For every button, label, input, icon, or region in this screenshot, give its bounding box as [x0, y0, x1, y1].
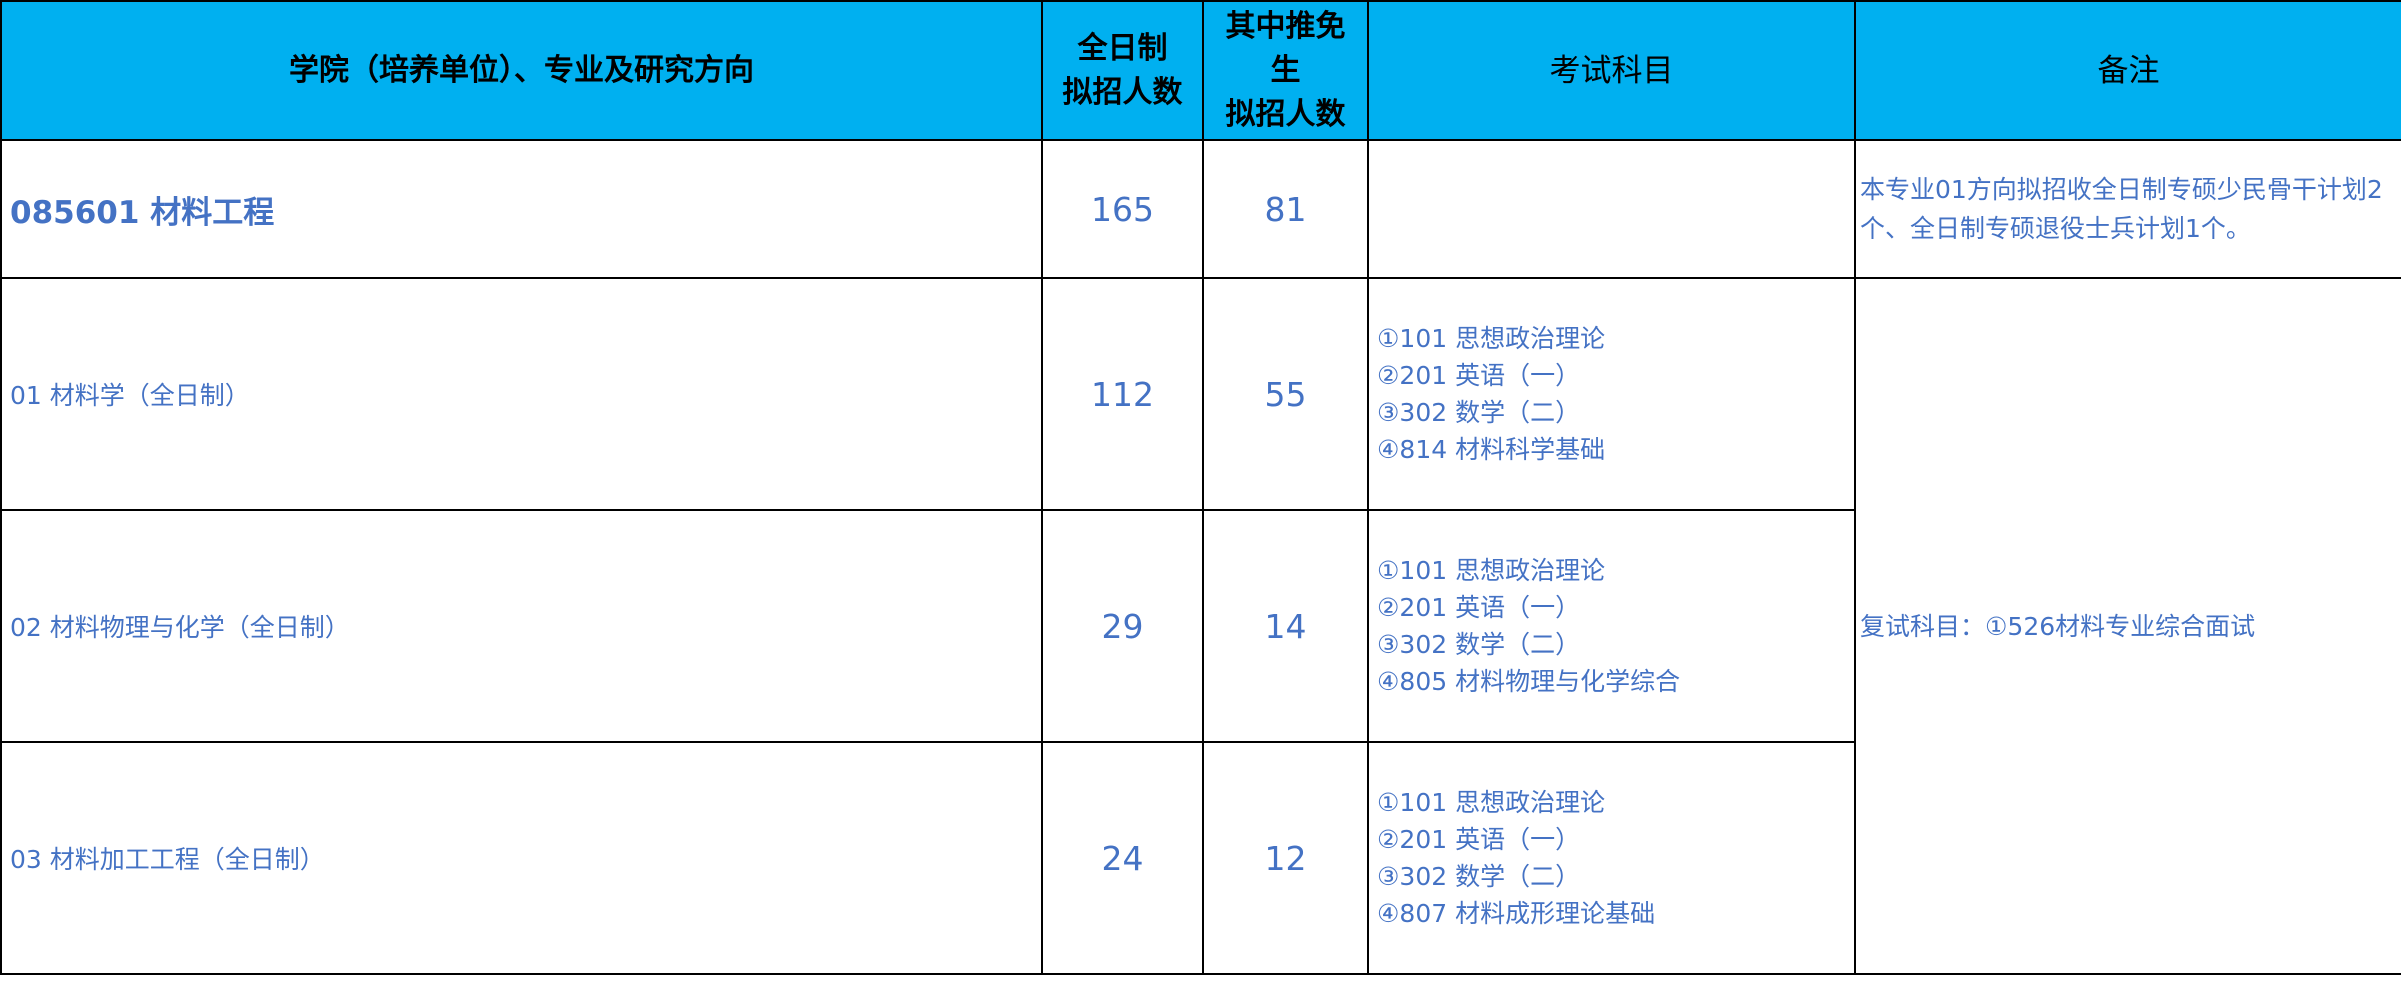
direction-name: 03 材料加工工程（全日制）: [0, 741, 1043, 975]
full-time-count: 24: [1041, 741, 1204, 975]
header-text: 拟招人数: [1225, 96, 1346, 132]
exam-subject: ②201 英语（一）: [1377, 361, 1581, 390]
direction-row: 01 材料学（全日制） 112 55 ①101 思想政治理论 ②201 英语（一…: [0, 277, 2401, 975]
exam-subject: ②201 英语（一）: [1377, 593, 1581, 622]
major-name: 085601 材料工程: [0, 139, 1043, 279]
exempt-count: 55: [1202, 277, 1369, 511]
full-time-count: 112: [1041, 277, 1204, 511]
major-row: 085601 材料工程 165 81 本专业01方向拟招收全日制专硕少民骨干计划…: [0, 139, 2401, 279]
exempt-count: 14: [1202, 509, 1369, 743]
exam-subject: ③302 数学（二）: [1377, 398, 1581, 427]
exam-subject: ②201 英语（一）: [1377, 825, 1581, 854]
header-text: 其中推免: [1225, 8, 1346, 44]
header-row: 学院（培养单位）、专业及研究方向 全日制 拟招人数 其中推免生拟招人数 考试科目 …: [0, 0, 2401, 141]
retest-note: 复试科目：①526材料专业综合面试: [1854, 277, 2401, 975]
direction-name: 02 材料物理与化学（全日制）: [0, 509, 1043, 743]
header-text: 生: [1270, 52, 1301, 88]
major-note: 本专业01方向拟招收全日制专硕少民骨干计划2个、全日制专硕退役士兵计划1个。: [1854, 139, 2401, 279]
exam-subjects: ①101 思想政治理论 ②201 英语（一） ③302 数学（二） ④805 材…: [1367, 509, 1856, 743]
header-exempt: 其中推免生拟招人数: [1202, 0, 1369, 141]
exam-cell: [1367, 139, 1856, 279]
exam-subject: ④807 材料成形理论基础: [1377, 899, 1656, 928]
header-full-time: 全日制 拟招人数: [1041, 0, 1204, 141]
exam-subject: ①101 思想政治理论: [1377, 324, 1606, 353]
exam-subject: ①101 思想政治理论: [1377, 788, 1606, 817]
header-note: 备注: [1854, 0, 2401, 141]
exempt-count: 12: [1202, 741, 1369, 975]
direction-row: 03 材料加工工程（全日制） 24 12 ①101 思想政治理论 ②201 英语…: [0, 741, 2401, 975]
exam-subject: ③302 数学（二）: [1377, 862, 1581, 891]
direction-row: 02 材料物理与化学（全日制） 29 14 ①101 思想政治理论 ②201 英…: [0, 509, 2401, 743]
exam-subjects: ①101 思想政治理论 ②201 英语（一） ③302 数学（二） ④807 材…: [1367, 741, 1856, 975]
header-text: 拟招人数: [1062, 74, 1183, 110]
exam-subjects: ①101 思想政治理论 ②201 英语（一） ③302 数学（二） ④814 材…: [1367, 277, 1856, 511]
header-exam: 考试科目: [1367, 0, 1856, 141]
exam-subject: ④805 材料物理与化学综合: [1377, 667, 1681, 696]
header-text: 全日制: [1077, 30, 1168, 66]
exam-subject: ③302 数学（二）: [1377, 630, 1581, 659]
direction-name: 01 材料学（全日制）: [0, 277, 1043, 511]
header-unit: 学院（培养单位）、专业及研究方向: [0, 0, 1043, 141]
exam-subject: ④814 材料科学基础: [1377, 435, 1606, 464]
exam-subject: ①101 思想政治理论: [1377, 556, 1606, 585]
full-time-count: 29: [1041, 509, 1204, 743]
exempt-count: 81: [1202, 139, 1369, 279]
full-time-count: 165: [1041, 139, 1204, 279]
